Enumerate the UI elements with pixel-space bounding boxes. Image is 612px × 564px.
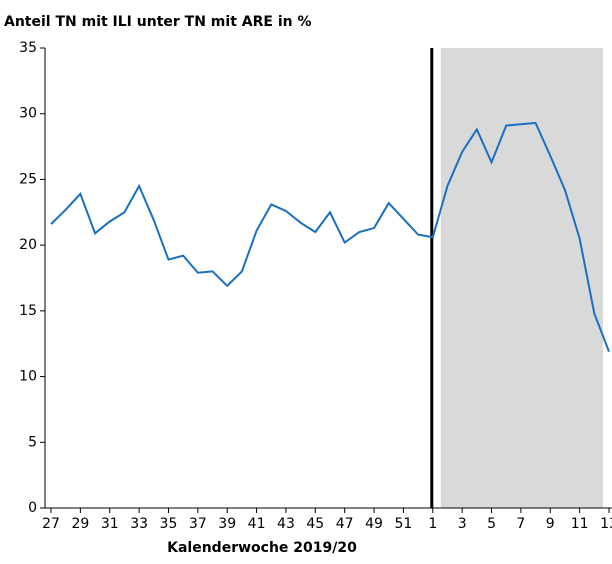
y-tick-label: 35 xyxy=(19,40,37,56)
x-tick-label: 13 xyxy=(600,516,612,532)
x-tick-label: 27 xyxy=(42,516,60,532)
y-tick-label: 10 xyxy=(19,369,37,385)
x-tick-label: 1 xyxy=(428,516,437,532)
x-axis-label: Kalenderwoche 2019/20 xyxy=(167,540,357,556)
chart-title: Anteil TN mit ILI unter TN mit ARE in % xyxy=(4,14,311,30)
y-tick-label: 25 xyxy=(19,171,37,187)
x-tick-label: 3 xyxy=(458,516,467,532)
y-tick-label: 5 xyxy=(28,434,37,450)
x-tick-label: 43 xyxy=(277,516,295,532)
data-line xyxy=(50,121,610,352)
x-tick-label: 9 xyxy=(546,516,555,532)
x-tick-label: 47 xyxy=(336,516,354,532)
x-tick-label: 41 xyxy=(248,516,266,532)
x-tick-label: 35 xyxy=(160,516,178,532)
x-tick-label: 31 xyxy=(101,516,119,532)
x-tick-label: 7 xyxy=(516,516,525,532)
x-tick-label: 51 xyxy=(395,516,413,532)
x-tick-label: 33 xyxy=(130,516,148,532)
y-tick-label: 30 xyxy=(19,106,37,122)
x-tick-label: 11 xyxy=(571,516,589,532)
x-tick-label: 39 xyxy=(218,516,236,532)
y-tick-label: 20 xyxy=(19,237,37,253)
x-tick-label: 29 xyxy=(71,516,89,532)
y-tick-label: 15 xyxy=(19,303,37,319)
x-tick-label: 45 xyxy=(306,516,324,532)
shaded-period xyxy=(440,48,603,508)
x-tick-label: 49 xyxy=(365,516,383,532)
x-tick-label: 37 xyxy=(189,516,207,532)
x-tick-label: 5 xyxy=(487,516,496,532)
y-tick-label: 0 xyxy=(28,500,37,516)
